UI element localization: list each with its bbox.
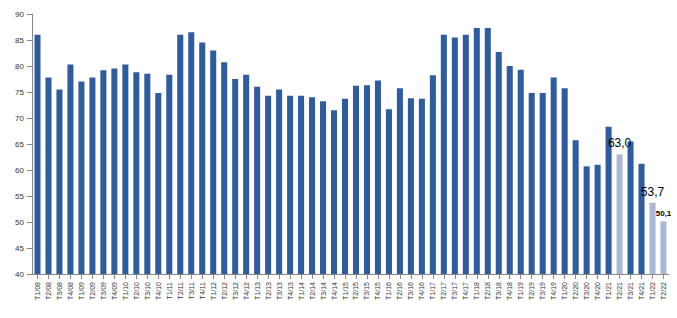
svg-text:T1/18: T1/18 [473,282,480,300]
svg-text:70: 70 [15,114,24,123]
svg-text:T4/11: T4/11 [199,282,206,299]
svg-text:53,7: 53,7 [641,185,665,199]
svg-text:T2/15: T2/15 [352,282,359,300]
svg-text:T3/20: T3/20 [583,282,590,300]
svg-text:T4/13: T4/13 [287,282,294,300]
svg-text:T3/15: T3/15 [363,282,370,300]
svg-text:T2/11: T2/11 [177,282,184,299]
svg-text:T3/13: T3/13 [276,282,283,300]
svg-text:T2/09: T2/09 [89,282,96,300]
svg-text:40: 40 [15,270,24,279]
svg-text:75: 75 [15,88,24,97]
svg-text:T1/16: T1/16 [385,282,392,300]
svg-text:T4/17: T4/17 [462,282,469,300]
svg-text:T2/10: T2/10 [133,282,140,300]
svg-text:T3/08: T3/08 [56,282,63,300]
svg-text:T3/19: T3/19 [539,282,546,300]
svg-text:T4/12: T4/12 [243,282,250,300]
svg-text:T4/08: T4/08 [67,282,74,300]
svg-text:T2/17: T2/17 [440,282,447,300]
svg-text:T3/12: T3/12 [232,282,239,300]
svg-text:T2/14: T2/14 [309,282,316,300]
svg-text:T1/17: T1/17 [429,282,436,300]
svg-text:T2/12: T2/12 [221,282,228,300]
svg-text:T1/08: T1/08 [34,282,41,300]
svg-text:T2/08: T2/08 [45,282,52,300]
svg-text:65: 65 [15,140,24,149]
svg-text:T4/18: T4/18 [506,282,513,300]
svg-text:63,0: 63,0 [608,136,632,150]
svg-text:T4/15: T4/15 [374,282,381,300]
svg-text:T2/16: T2/16 [396,282,403,300]
svg-text:50,1: 50,1 [656,209,672,218]
svg-text:T2/22: T2/22 [660,282,667,300]
svg-text:50: 50 [15,218,24,227]
svg-text:T3/17: T3/17 [451,282,458,300]
svg-text:T1/22: T1/22 [649,282,656,300]
svg-text:T3/14: T3/14 [320,282,327,300]
svg-text:T4/20: T4/20 [594,282,601,300]
svg-text:T4/09: T4/09 [111,282,118,300]
svg-text:T2/13: T2/13 [265,282,272,300]
svg-text:T2/19: T2/19 [528,282,535,300]
svg-text:T3/11: T3/11 [188,282,195,299]
svg-text:T3/10: T3/10 [144,282,151,300]
svg-text:T4/16: T4/16 [418,282,425,300]
svg-text:T1/20: T1/20 [561,282,568,300]
svg-text:T4/19: T4/19 [550,282,557,300]
svg-text:T1/10: T1/10 [122,282,129,300]
svg-text:T4/10: T4/10 [155,282,162,300]
svg-text:45: 45 [15,244,24,253]
svg-text:T2/21: T2/21 [616,282,623,300]
svg-text:T1/19: T1/19 [517,282,524,300]
svg-text:90: 90 [15,10,24,19]
svg-text:85: 85 [15,36,24,45]
svg-text:T1/11: T1/11 [166,282,173,299]
svg-text:T1/12: T1/12 [210,282,217,300]
svg-text:T3/21: T3/21 [627,282,634,300]
svg-text:60: 60 [15,166,24,175]
svg-text:55: 55 [15,192,24,201]
svg-text:T2/20: T2/20 [572,282,579,300]
svg-text:T1/21: T1/21 [605,282,612,300]
svg-text:T3/16: T3/16 [407,282,414,300]
svg-text:T4/14: T4/14 [331,282,338,300]
svg-text:T1/09: T1/09 [78,282,85,300]
svg-text:T3/09: T3/09 [100,282,107,300]
svg-text:T2/18: T2/18 [484,282,491,300]
svg-text:T1/15: T1/15 [342,282,349,300]
svg-text:T1/14: T1/14 [298,282,305,300]
svg-text:T1/13: T1/13 [254,282,261,300]
svg-text:T3/18: T3/18 [495,282,502,300]
svg-text:80: 80 [15,62,24,71]
svg-text:T4/21: T4/21 [638,282,645,300]
